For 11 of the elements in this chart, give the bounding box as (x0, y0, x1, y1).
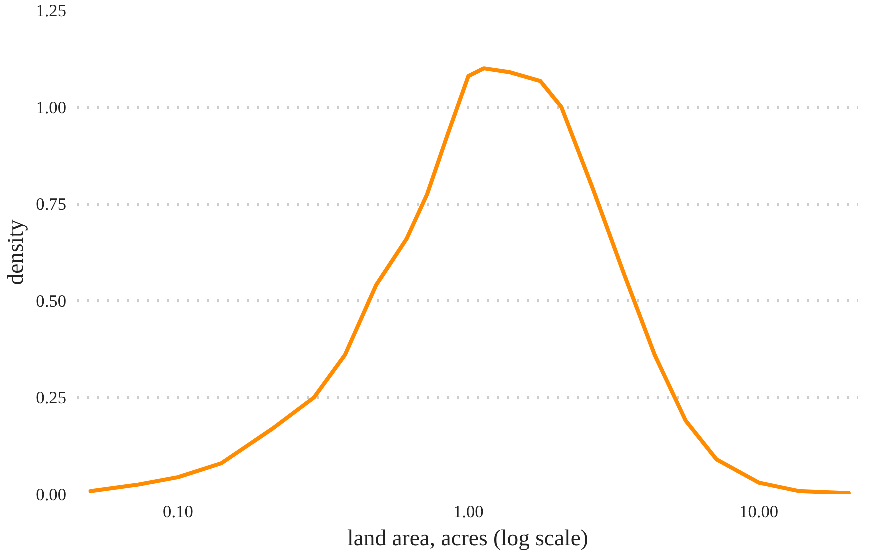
y-tick-label: 0.50 (36, 292, 67, 311)
y-axis-title: density (3, 219, 28, 286)
x-axis-title: land area, acres (log scale) (348, 526, 588, 550)
y-tick-label: 1.25 (36, 2, 67, 20)
y-tick-label: 1.00 (36, 98, 67, 118)
y-tick-label: 0.75 (36, 195, 67, 214)
y-tick-label: 0.25 (36, 388, 67, 408)
x-tick-label: 10.00 (740, 502, 779, 522)
x-tick-label: 0.10 (163, 502, 194, 522)
y-tick-label: 0.00 (36, 486, 67, 504)
x-tick-label: 1.00 (453, 502, 484, 522)
